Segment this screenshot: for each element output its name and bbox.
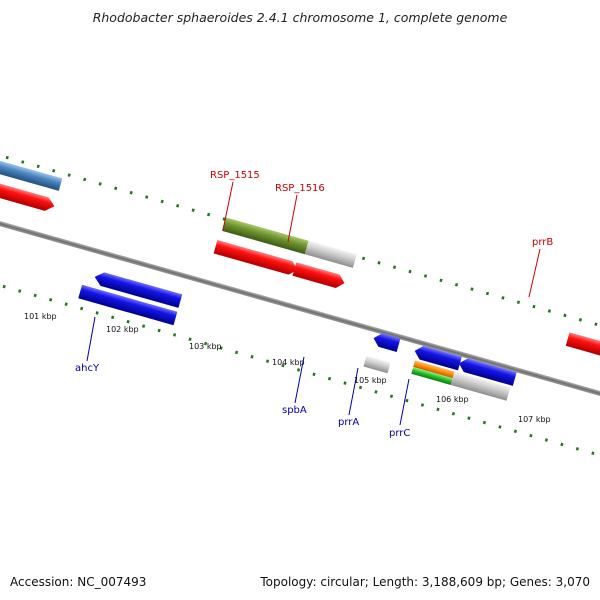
gene-label-ahcy: ahcY [75,363,100,374]
tick-label: 102 kbp [106,325,139,334]
label-line-prra [348,367,359,416]
tick-label: 107 kbp [518,415,551,424]
label-line-rsp1516 [287,194,298,243]
label-line-spba [294,356,305,404]
gene-grey-rsp1516 [304,240,357,268]
topology-label: Topology: circular; Length: 3,188,609 bp… [260,575,590,589]
gene-red-prrb [565,332,600,377]
gene-red-left [0,178,55,211]
label-line-prrc [399,378,410,426]
accession-label: Accession: NC_007493 [10,575,147,589]
genome-backbone [0,208,600,420]
tick-label: 106 kbp [436,395,469,404]
tick-label: 105 kbp [354,376,387,385]
label-line-ahcy [86,316,96,362]
page-title: Rhodobacter sphaeroides 2.4.1 chromosome… [92,10,508,25]
tick-label: 101 kbp [24,312,57,321]
gene-label-spba: spbA [282,405,307,416]
gene-blue-ahcy-lower [78,284,178,326]
tick-label: 104 kbp [272,358,305,367]
gene-orange-prra [413,360,455,379]
tick-label: 103 kbp [189,342,222,351]
gene-label-prra: prrA [338,417,359,428]
gene-blue-ahcy-upper [94,272,183,308]
gene-grey-spba [363,355,391,374]
gene-grey-prrc [450,371,511,401]
label-line-prrb [528,248,541,298]
gene-label-rsp1515: RSP_1515 [210,170,260,181]
gene-green-prra [411,367,453,385]
gene-blue-spba [373,333,401,352]
gene-label-prrc: prrC [389,428,410,439]
gene-olive [222,217,309,255]
gene-blue-prra [414,346,462,371]
gene-steel-left [0,157,63,191]
gene-red-small [292,262,345,288]
gene-blue-prrc [458,358,517,386]
gene-label-prrb: prrB [532,237,553,248]
gene-label-rsp1516: RSP_1516 [275,183,325,194]
gene-red-rsp1515 [213,239,298,275]
label-line-rsp1515 [222,181,234,231]
